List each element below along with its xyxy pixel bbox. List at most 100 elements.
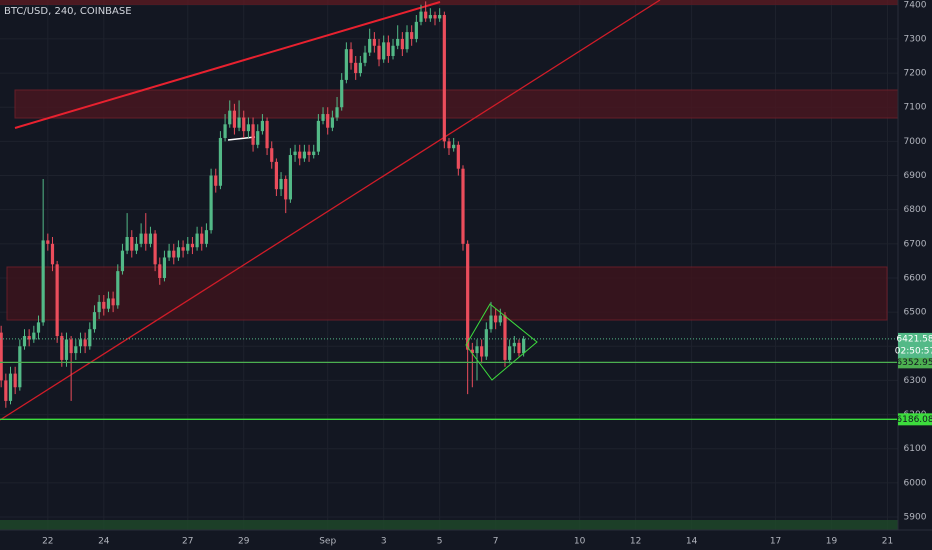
- candle-body: [265, 120, 269, 149]
- candle-body: [204, 230, 209, 244]
- candle-body: [344, 49, 348, 80]
- top-zone: [0, 0, 898, 5]
- candle-body: [228, 110, 232, 125]
- candle-body: [116, 271, 120, 306]
- candle-body: [83, 339, 87, 347]
- candle-body: [120, 250, 125, 272]
- candles: [0, 1, 526, 408]
- y-tick-label: 6300: [904, 376, 927, 386]
- overlay: [0, 338, 898, 420]
- candle-body: [270, 148, 274, 162]
- price-level-label: 6186.08: [896, 415, 932, 425]
- candle-body: [22, 336, 27, 347]
- candle-body: [508, 346, 512, 360]
- price-level-box: [898, 413, 932, 426]
- drawing-line: [227, 136, 256, 141]
- axes: 5900600061006200630064006500660067006800…: [42, 0, 932, 547]
- last-price-label: 6421.58: [896, 334, 932, 344]
- candle-body: [251, 124, 255, 145]
- candle-body: [102, 301, 106, 309]
- candle-body: [456, 144, 460, 169]
- y-tick-label: 6900: [904, 171, 927, 181]
- candle-body: [470, 349, 474, 354]
- candle-body: [209, 175, 213, 231]
- candle-body: [55, 264, 59, 337]
- candle-body: [214, 175, 218, 186]
- candle-body: [512, 342, 516, 347]
- candle-body: [46, 240, 50, 244]
- candle-body: [498, 315, 502, 323]
- candle-body: [494, 315, 498, 323]
- price-level-box: [898, 356, 932, 369]
- y-tick-label: 7100: [904, 103, 927, 113]
- candle-body: [200, 233, 204, 244]
- candle-body: [186, 243, 190, 251]
- candle-body: [391, 45, 395, 57]
- candle-body: [274, 161, 278, 190]
- candle-body: [246, 124, 251, 132]
- candle-body: [522, 338, 526, 354]
- candle-body: [363, 52, 367, 63]
- x-tick-label: 19: [826, 537, 838, 547]
- candle-body: [13, 373, 17, 388]
- x-tick-label: 29: [238, 537, 250, 547]
- candle-body: [312, 151, 316, 156]
- candle-body: [134, 243, 139, 251]
- candle-body: [237, 117, 241, 128]
- candle-body: [442, 15, 446, 142]
- candle-body: [419, 11, 423, 22]
- y-tick-label: 6800: [904, 205, 927, 215]
- candle-body: [218, 137, 223, 186]
- candle-body: [307, 151, 311, 156]
- candle-body: [288, 155, 292, 200]
- x-tick-label: Sep: [319, 537, 336, 547]
- candle-body: [106, 298, 111, 309]
- candle-body: [302, 151, 306, 159]
- candle-body: [60, 336, 64, 360]
- y-tick-label: 6100: [904, 444, 927, 454]
- candle-body: [358, 62, 362, 74]
- candle-body: [489, 315, 493, 330]
- candle-body: [396, 38, 400, 46]
- candle-body: [158, 264, 162, 278]
- y-tick-label: 6700: [904, 239, 927, 249]
- candle-body: [260, 120, 265, 132]
- candle-body: [414, 21, 418, 39]
- candle-body: [316, 120, 320, 152]
- candle-body: [372, 38, 376, 46]
- candle-body: [503, 315, 507, 360]
- candle-body: [452, 144, 456, 149]
- candle-body: [298, 151, 302, 159]
- x-tick-label: 14: [686, 537, 698, 547]
- candle-body: [18, 346, 22, 388]
- candle-body: [27, 336, 31, 340]
- candle-body: [447, 141, 451, 149]
- candle-body: [167, 250, 171, 258]
- candle-body: [242, 117, 246, 132]
- candle-body: [32, 332, 36, 340]
- candle-body: [354, 62, 358, 74]
- bottom-zone: [0, 520, 898, 530]
- candle-body: [480, 346, 484, 357]
- candle-body: [176, 247, 181, 258]
- candle-body: [190, 243, 195, 248]
- candle-body: [111, 298, 115, 306]
- candle-body: [279, 178, 283, 190]
- candle-body: [130, 236, 134, 251]
- candle-body: [340, 79, 344, 108]
- trendline: [0, 0, 661, 421]
- candle-body: [50, 243, 55, 265]
- y-tick-label: 6000: [904, 478, 927, 488]
- x-tick-label: 21: [882, 537, 893, 547]
- candle-body: [368, 38, 372, 53]
- candle-body: [330, 117, 334, 128]
- candle-body: [475, 346, 479, 354]
- countdown-label: 02:50:57: [895, 346, 932, 356]
- y-tick-label: 7200: [904, 69, 927, 79]
- candle-body: [428, 15, 432, 19]
- candle-body: [148, 233, 153, 244]
- price-level-label: 6352.95: [896, 358, 932, 368]
- x-tick-label: 24: [98, 537, 110, 547]
- candle-body: [97, 301, 101, 313]
- candle-body: [172, 250, 176, 258]
